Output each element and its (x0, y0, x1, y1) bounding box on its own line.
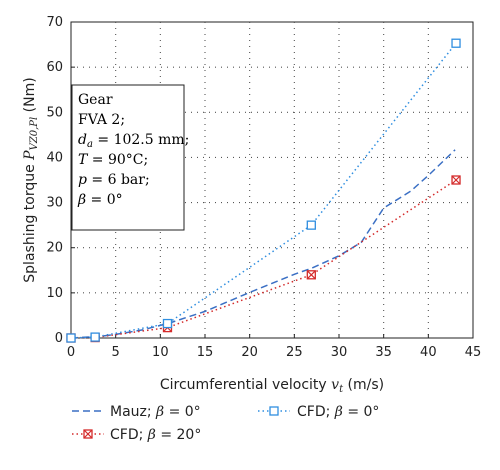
info-line-da: da = 102.5 mm; (78, 132, 189, 150)
y-tick-label: 40 (46, 150, 63, 165)
svg-text:CFD; β = 20°: CFD; β = 20° (110, 427, 201, 443)
svg-text:CFD; β = 0°: CFD; β = 0° (297, 404, 379, 420)
legend-item-cfd-beta-0: CFD; β = 0° (258, 404, 379, 420)
legend-item-cfd-beta-20: CFD; β = 20° (72, 427, 201, 443)
x-tick-label: 15 (197, 345, 214, 360)
info-line-fva: FVA 2; (78, 112, 125, 128)
y-tick-label: 10 (46, 286, 63, 301)
data-point-series-2 (451, 38, 461, 48)
y-tick-label: 60 (46, 60, 63, 75)
data-point-series-1 (451, 175, 461, 185)
x-tick-label: 0 (67, 345, 75, 360)
y-tick-label: 0 (55, 331, 63, 346)
info-line-gear: Gear (78, 92, 113, 108)
plot-frame (70, 21, 474, 339)
x-tick-label: 35 (375, 345, 392, 360)
data-point-series-1 (306, 270, 316, 280)
x-tick-label: 45 (465, 345, 482, 360)
legend: Mauz; β = 0° CFD; β = 20° CFD; β = 0° (72, 404, 379, 443)
x-axis-label: Circumferential velocity vt (m/s) (160, 377, 384, 395)
y-tick-label: 20 (46, 241, 63, 256)
x-tick-label: 40 (420, 345, 437, 360)
legend-item-mauz: Mauz; β = 0° (72, 404, 201, 420)
info-box: Gear FVA 2; da = 102.5 mm; T = 90°C; p =… (71, 84, 189, 231)
info-line-beta: β = 0° (77, 192, 123, 208)
info-box-frame (71, 84, 185, 231)
series-line-0 (70, 149, 456, 339)
x-tick-label: 30 (331, 345, 348, 360)
data-point-series-2 (66, 333, 76, 343)
x-tick-label: 25 (286, 345, 303, 360)
svg-text:Mauz; β = 0°: Mauz; β = 0° (110, 404, 201, 420)
x-tick-label: 5 (112, 345, 120, 360)
series-group (66, 38, 461, 343)
y-tick-label: 70 (46, 15, 63, 30)
tick-labels: 0 5 10 15 20 25 30 35 40 45 0 10 20 30 40 50 60 70 (46, 15, 481, 360)
data-point-series-2 (306, 220, 316, 230)
x-tick-label: 10 (152, 345, 169, 360)
y-axis-label: Splashing torque PVZ0,Pl (Nm) (22, 77, 40, 282)
data-point-series-2 (162, 318, 173, 329)
info-line-pressure: p = 6 bar; (78, 172, 150, 188)
y-tick-label: 50 (46, 105, 63, 120)
y-tick-label: 30 (46, 196, 63, 211)
data-point-series-2 (90, 332, 100, 342)
x-tick-label: 20 (241, 345, 258, 360)
info-line-temperature: T = 90°C; (78, 152, 148, 168)
